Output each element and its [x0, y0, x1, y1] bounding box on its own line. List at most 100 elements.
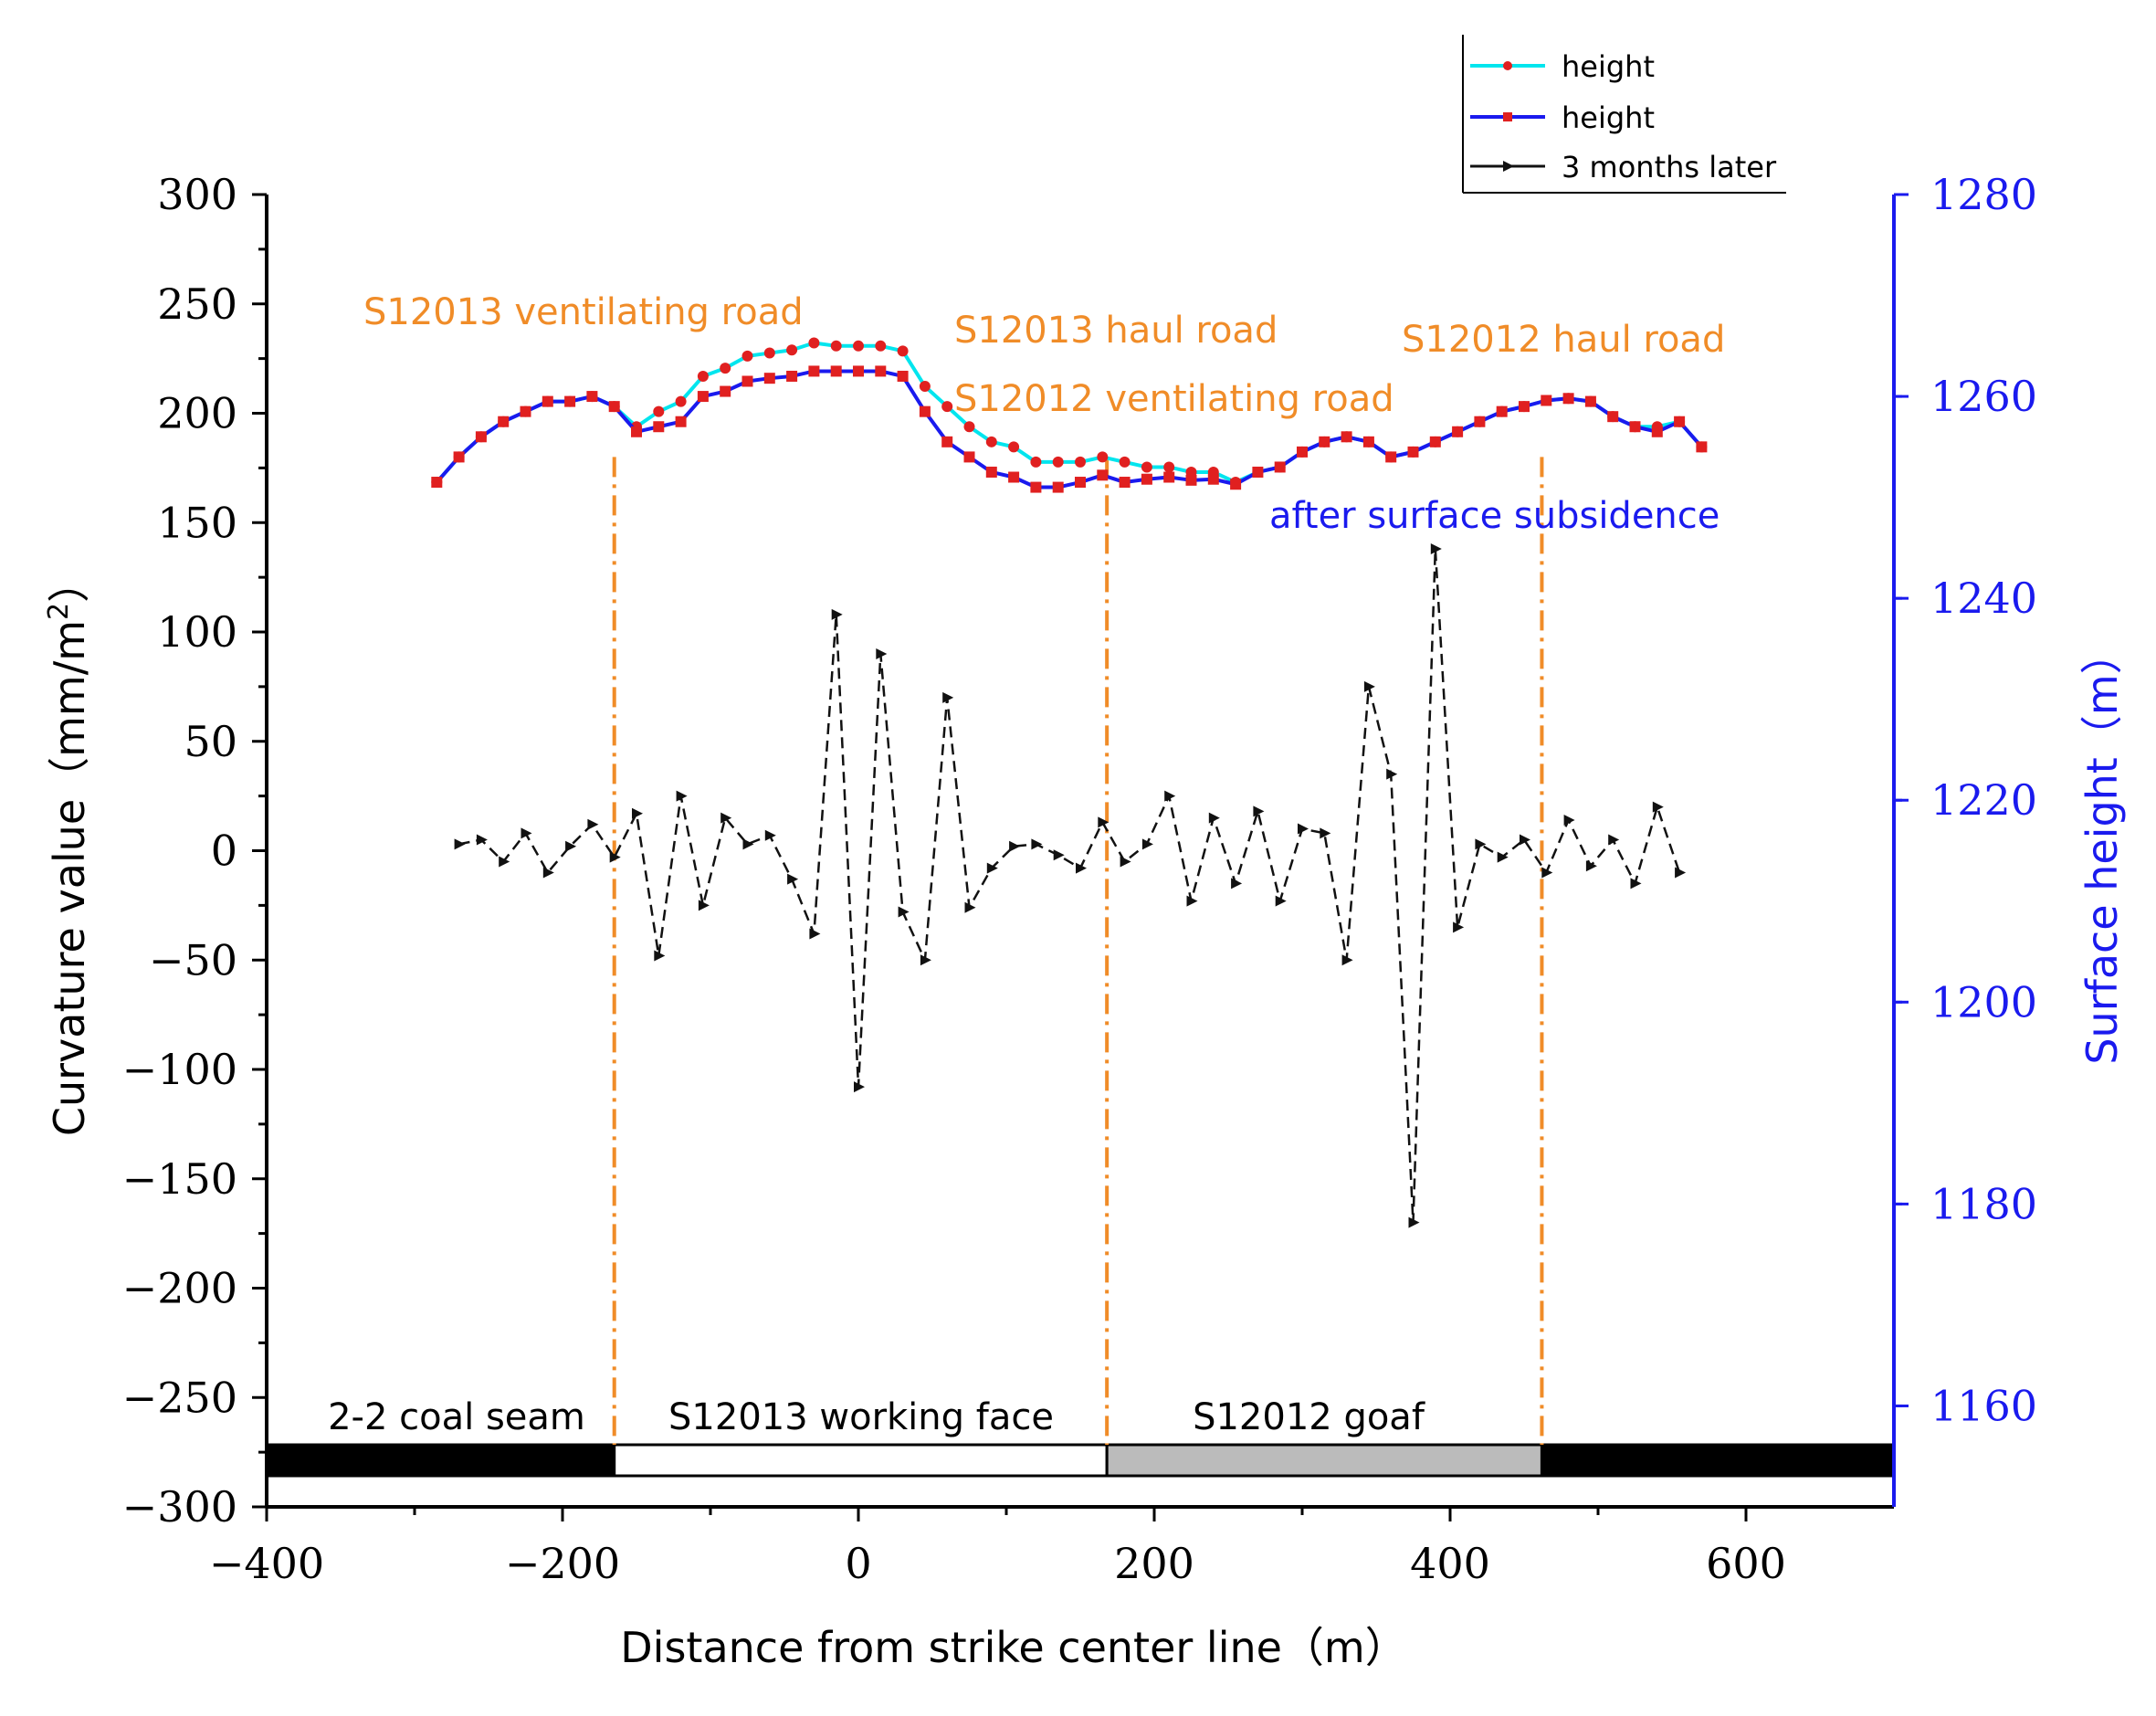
series-2-point-15: [787, 873, 799, 885]
y-right-tick-label-3: 1220: [1930, 775, 2037, 825]
legend-label-3-months-later: 3 months later: [1562, 150, 1777, 184]
series-1-point-38: [1274, 461, 1286, 473]
data-series: [431, 337, 1708, 1228]
series-2-point-5: [565, 840, 577, 852]
series-1-point-49: [1519, 401, 1530, 413]
series-0-point-24: [963, 421, 975, 433]
series-2-point-38: [1298, 823, 1309, 835]
series-2-point-24: [986, 862, 998, 874]
strata-label-goaf: S12012 goaf: [1193, 1396, 1425, 1438]
y-left-tick-label-5: 50: [184, 717, 237, 766]
annotation-after-surface-subsidence: after surface subsidence: [1269, 495, 1720, 537]
x-tick-label-0: −400: [209, 1539, 324, 1588]
series-2-point-40: [1341, 954, 1353, 966]
series-1-point-37: [1252, 466, 1264, 478]
series-1-point-52: [1584, 395, 1596, 407]
series-2-point-18: [854, 1081, 865, 1093]
series-0-point-26: [1008, 441, 1020, 453]
series-1-point-39: [1297, 446, 1308, 458]
y-left-tick-label-7: −50: [149, 935, 237, 984]
series-2-point-6: [587, 818, 599, 830]
series-2-point-37: [1275, 895, 1287, 907]
series-2-point-32: [1164, 790, 1176, 802]
series-2-point-33: [1186, 895, 1198, 907]
left-y-axis-title-base: Curvature value（mm/m: [45, 620, 94, 1136]
series-0-point-18: [830, 340, 842, 352]
series-0-point-19: [853, 340, 864, 352]
series-2-point-55: [1675, 867, 1687, 879]
legend-marker-height-blue: [1503, 112, 1512, 121]
series-1-point-9: [631, 426, 642, 437]
series-1-point-29: [1075, 477, 1086, 489]
series-2-point-22: [942, 691, 954, 703]
y-left-tick-label-4: 100: [157, 607, 237, 657]
y-left-tick-label-3: 150: [157, 498, 237, 547]
annotation-s12012-ventilating-road: S12012 ventilating road: [954, 378, 1394, 420]
y-left-tick-label-1: 250: [157, 279, 237, 329]
series-2-point-43: [1408, 1216, 1420, 1228]
series-2-point-17: [831, 608, 843, 620]
annotation-s12012-haul-road: S12012 haul road: [1402, 319, 1725, 361]
series-2-point-8: [632, 807, 643, 819]
series-2-point-0: [454, 838, 466, 850]
series-1-point-20: [875, 365, 887, 377]
y-right-tick-label-1: 1260: [1930, 372, 2037, 421]
series-2-point-27: [1053, 849, 1065, 861]
series-2-point-28: [1076, 862, 1087, 874]
series-2-point-52: [1608, 834, 1620, 846]
series-1-point-13: [720, 385, 731, 397]
right-y-axis-title: Surface height（m）: [2077, 632, 2127, 1064]
series-1-point-47: [1474, 416, 1486, 427]
series-2-point-54: [1652, 801, 1664, 813]
series-0-point-23: [941, 401, 953, 413]
series-2-point-21: [920, 954, 931, 966]
series-2-point-20: [898, 906, 910, 918]
strata-segment-1: [613, 1443, 1109, 1478]
series-1-point-30: [1097, 469, 1109, 481]
series-1-point-32: [1141, 473, 1152, 485]
axis-ticks: −400 −200 0 200 400 600 300 250 200 150 100 50 0 −50 −…: [122, 170, 2037, 1588]
series-2-point-30: [1120, 856, 1131, 868]
strata-segment-2: [1105, 1443, 1543, 1478]
series-2-point-31: [1141, 838, 1153, 850]
series-1-point-40: [1319, 436, 1330, 447]
x-axis-title: Distance from strike center line（m）: [620, 1623, 1407, 1672]
series-2-point-36: [1253, 805, 1265, 817]
series-0-point-32: [1141, 461, 1152, 473]
strata-label-coal-seam: 2-2 coal seam: [328, 1396, 585, 1438]
y-left-tick-label-6: 0: [211, 826, 237, 876]
series-0-point-30: [1097, 451, 1109, 463]
series-2-point-34: [1208, 812, 1220, 824]
series-0-point-28: [1052, 456, 1064, 468]
series-2-point-41: [1363, 680, 1375, 692]
series-2-point-29: [1098, 816, 1110, 828]
series-0-point-22: [919, 381, 931, 393]
series-0-point-10: [653, 405, 665, 417]
series-2-point-13: [742, 838, 754, 850]
series-1-point-31: [1119, 477, 1131, 489]
series-2-point-53: [1630, 878, 1642, 890]
series-2-point-11: [698, 900, 710, 911]
series-1-point-19: [853, 365, 864, 377]
series-2-point-7: [609, 851, 621, 863]
y-right-tick-label-0: 1280: [1930, 170, 2037, 219]
series-2-point-25: [1009, 840, 1021, 852]
series-2-point-49: [1541, 867, 1553, 879]
series-2-point-10: [676, 790, 688, 802]
series-1-point-28: [1052, 481, 1064, 493]
series-2-point-3: [521, 827, 532, 839]
series-1-point-16: [786, 370, 798, 382]
road-vertical-lines: [612, 457, 1544, 1445]
y-right-tick-label-6: 1160: [1930, 1381, 2037, 1430]
series-0-point-29: [1075, 456, 1086, 468]
series-0-point-17: [808, 337, 820, 349]
series-1-point-6: [564, 395, 576, 407]
series-2-point-12: [720, 812, 732, 824]
left-y-axis-title: Curvature value（mm/m2）: [43, 561, 94, 1136]
series-1-point-0: [431, 477, 443, 489]
series-0-point-11: [675, 395, 687, 407]
y-left-tick-label-2: 200: [157, 389, 237, 438]
series-2-point-35: [1231, 878, 1243, 890]
series-1-point-2: [475, 431, 487, 443]
